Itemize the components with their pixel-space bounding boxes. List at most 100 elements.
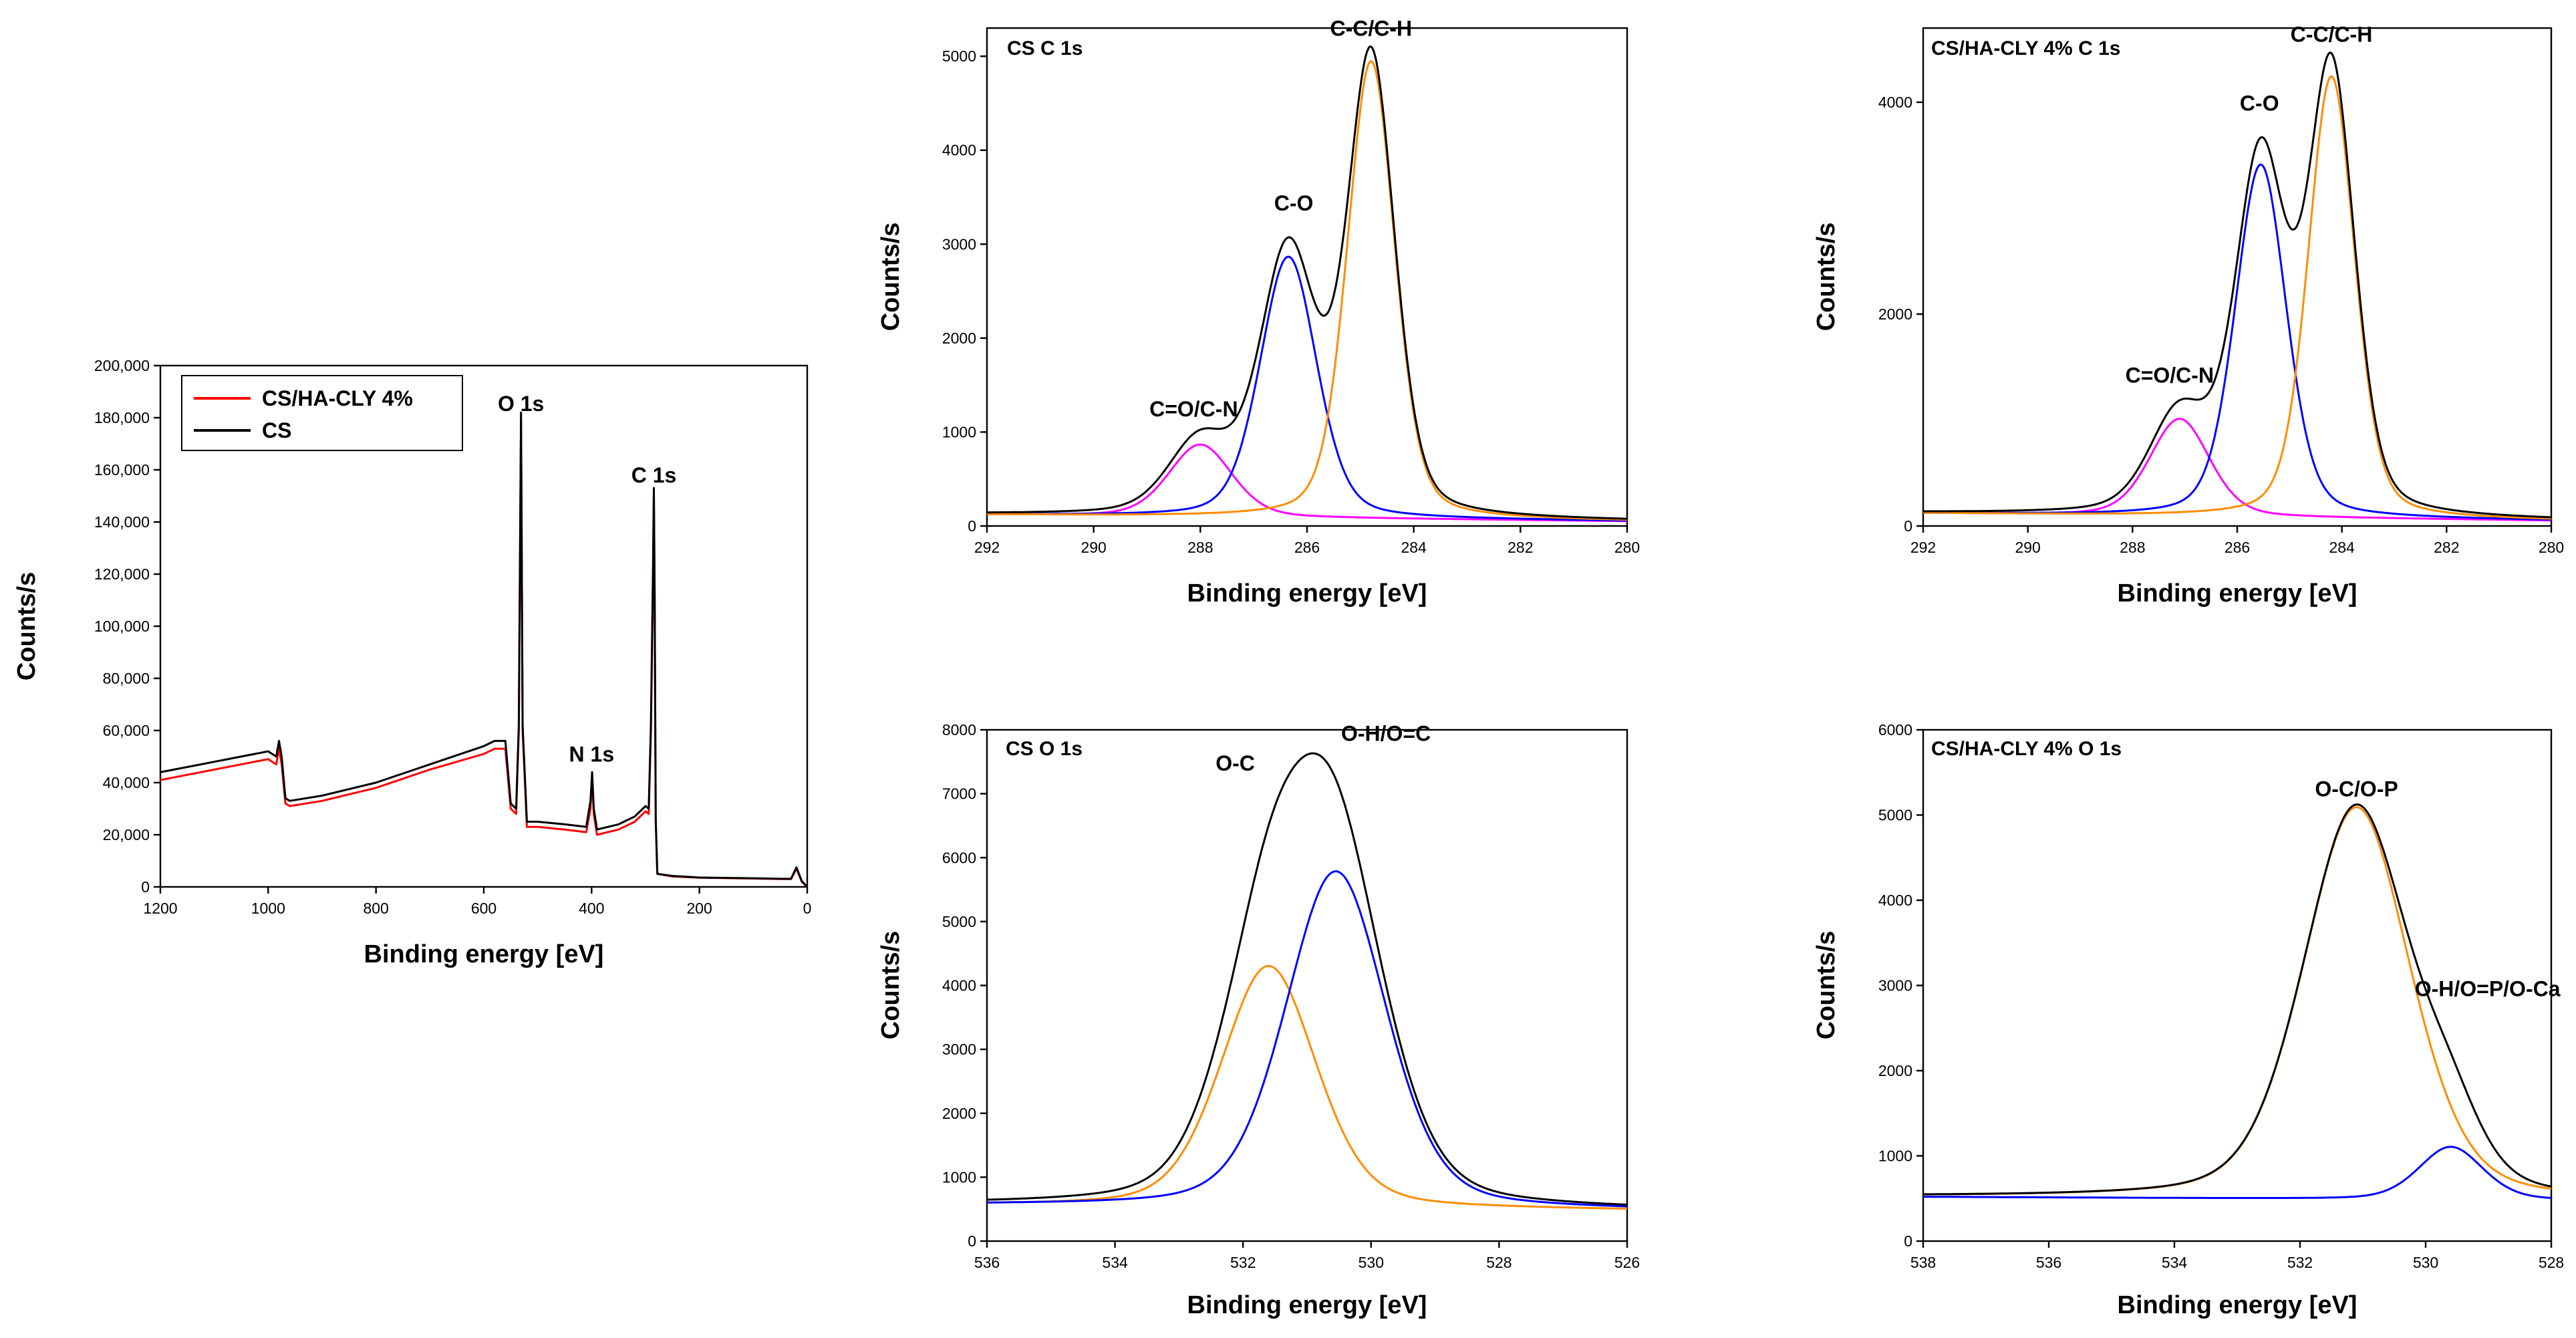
cs-ha-cly-o1s-panel: 538 536 534 532 530 528 0 1000 2000 3000 4000 5000… [1812,721,2564,1319]
cs-o-1s-y-tick-label: 2000 [942,1105,976,1122]
cs-c-1s-y-tick-label: 2000 [942,329,976,347]
survey-y-tick-label: 160,000 [94,461,150,479]
cs-o-1s-y-tick-label: 5000 [942,913,976,930]
cs-c-1s-x-tick-label: 280 [1614,539,1640,556]
cs-ha-cly-o1s-peak-labels: O-C/O-P O-H/O=P/O-Ca [2315,777,2560,1001]
envelope-curve [1922,803,2552,1196]
cs-ha-cly-4-o-1s-x-tick-label: 536 [2036,1254,2061,1271]
cs-ha-cly-o1s-y-ticks: 0 1000 2000 3000 4000 5000 6000 [1878,721,1923,1250]
legend-label-cs-ha-cly: CS/HA-CLY 4% [262,386,413,410]
survey-y-tick-label: 20,000 [103,826,150,843]
peak-label-o-c-o-p: O-C/O-P [2315,777,2398,801]
legend-label-cs: CS [262,418,291,442]
cs-ha-cly-c1s-curves [1923,51,2552,522]
cs-c1s-y-axis-label: Counts/s [877,223,905,331]
cs-o1s-x-axis-label: Binding energy [eV] [1187,1291,1427,1319]
cs-ha-cly-4-o-1s-y-tick-label: 5000 [1878,807,1912,824]
cs-o1s-plot-frame [986,728,1628,1242]
cs-o-1s-y-tick-label: 6000 [942,849,976,866]
cs-o-1s-y-tick-label: 8000 [942,721,976,739]
cs-ha-cly-4-o-1s-y-tick-label: 4000 [1878,892,1912,909]
cs-ha-cly-c1s-x-ticks: 292 290 288 286 284 282 280 [1910,526,2564,556]
cs-ha-cly-4-o-1s-y-tick-label: 6000 [1878,721,1912,739]
cs-c-1s-x-tick-label: 288 [1187,539,1213,556]
peak-label-c-1s: C 1s [631,463,677,487]
cs-o1s-curves [986,752,1628,1210]
component-curve-c-o-c-n [1923,418,2551,522]
peak-label-o-c: O-C [1215,751,1255,775]
cs-ha-cly-4-c-1s-x-tick-label: 286 [2225,539,2250,556]
cs-c-1s-y-tick-label: 3000 [942,235,976,253]
cs-ha-cly-4-c-1s-x-tick-label: 290 [2015,539,2040,556]
cs-o1s-y-axis-label: Counts/s [877,931,905,1040]
cs-ha-cly-4-o-1s-y-tick-label: 2000 [1878,1062,1912,1079]
cs-ha-cly-c1s-title: CS/HA-CLY 4% C 1s [1931,37,2120,59]
survey-y-tick-label: 80,000 [103,670,150,687]
cs-o-1s-y-tick-label: 7000 [942,785,976,803]
survey-y-tick-label: 40,000 [103,774,150,791]
survey-x-tick-label: 1000 [251,900,285,917]
cs-ha-cly-o1s-y-axis-label: Counts/s [1812,931,1840,1040]
envelope-curve [986,752,1628,1206]
cs-o-1s-x-tick-label: 526 [1614,1254,1640,1271]
cs-c1s-peak-labels: C=O/C-N C-O C-C/C-H [1149,17,1412,421]
survey-x-axis-label: Binding energy [eV] [364,940,604,968]
component-curve-c-c-c-h [986,60,1627,521]
cs-ha-cly-4-o-1s-y-tick-label: 3000 [1878,977,1912,994]
cs-ha-cly-4-o-1s-y-tick-label: 0 [1904,1232,1912,1250]
cs-o-1s-y-tick-label: 1000 [942,1168,976,1186]
cs-c-1s-x-tick-label: 290 [1081,539,1106,556]
cs-ha-cly-c1s-plot-frame [1922,27,2553,527]
component-curve-o-h-o-p-o-ca [1923,1146,2552,1199]
survey-x-tick-label: 200 [686,900,712,917]
cs-o1s-title: CS O 1s [1006,738,1083,760]
cs-c1s-curves [986,45,1628,523]
survey-y-tick-label: 140,000 [94,513,150,531]
cs-ha-cly-o1s-x-axis-label: Binding energy [eV] [2118,1291,2357,1319]
cs-ha-cly-4-c-1s-x-tick-label: 280 [2539,539,2564,556]
cs-ha-cly-c1s-y-axis-label: Counts/s [1812,223,1840,331]
cs-o-1s-x-tick-label: 532 [1230,1254,1256,1271]
cs-c-1s-y-tick-label: 1000 [942,423,976,440]
cs-ha-cly-4-c-1s-x-tick-label: 282 [2434,539,2459,556]
survey-x-tick-label: 0 [803,900,812,917]
cs-o-1s-y-tick-label: 0 [968,1232,976,1250]
peak-label-c-c-c-h: C-C/C-H [2291,23,2373,47]
cs-ha-cly-4-c-1s-y-tick-label: 2000 [1878,305,1912,323]
cs-ha-cly-o1s-curves [1922,803,2552,1199]
cs-ha-cly-c1s-x-axis-label: Binding energy [eV] [2118,579,2357,608]
cs-ha-cly-o1s-x-ticks: 538 536 534 532 530 528 [1910,1241,2564,1271]
cs-o-1s-x-tick-label: 530 [1358,1254,1384,1271]
cs-o-1s-x-tick-label: 536 [974,1254,1000,1271]
cs-c-1s-x-tick-label: 282 [1508,539,1533,556]
cs-ha-cly-c1s-y-ticks: 0 2000 4000 [1878,94,1923,535]
series-line-cs [160,411,809,888]
cs-o1s-peak-labels: O-C O-H/O=C [1215,722,1431,775]
cs-ha-cly-4-c-1s-x-tick-label: 284 [2329,539,2355,556]
component-curve-o-c [987,964,1627,1210]
cs-c1s-x-axis-label: Binding energy [eV] [1187,579,1427,608]
peak-label-o-h-o-c: O-H/O=C [1341,722,1431,746]
cs-ha-cly-4-c-1s-y-tick-label: 0 [1904,517,1912,535]
cs-c1s-y-ticks: 0 1000 2000 3000 4000 5000 [942,47,987,535]
survey-y-tick-label: 180,000 [94,409,150,426]
survey-annotations: O 1s N 1s C 1s [498,392,676,767]
cs-c-1s-y-tick-label: 4000 [942,142,976,159]
cs-c-1s-x-tick-label: 286 [1294,539,1320,556]
component-curve-c-c-c-h [1923,75,2551,520]
survey-x-tick-label: 1200 [143,900,177,917]
peak-label-c-o: C-O [1274,191,1314,215]
cs-ha-cly-4-o-1s-x-tick-label: 532 [2287,1254,2313,1271]
survey-y-tick-label: 100,000 [94,618,150,635]
cs-c-1s-x-tick-label: 284 [1401,539,1427,556]
series-line-cs-ha-cly-4 [160,416,809,888]
cs-o1s-y-ticks: 0 1000 2000 3000 4000 5000 6000 7000 8000 [942,721,987,1250]
cs-o-1s-x-tick-label: 528 [1486,1254,1512,1271]
cs-ha-cly-4-o-1s-x-tick-label: 530 [2413,1254,2438,1271]
component-curve-c-o [1923,163,2551,521]
survey-series-layer [160,411,809,888]
peak-label-c-o-c-n: C=O/C-N [2126,363,2214,387]
cs-c-1s-y-tick-label: 5000 [942,47,976,65]
